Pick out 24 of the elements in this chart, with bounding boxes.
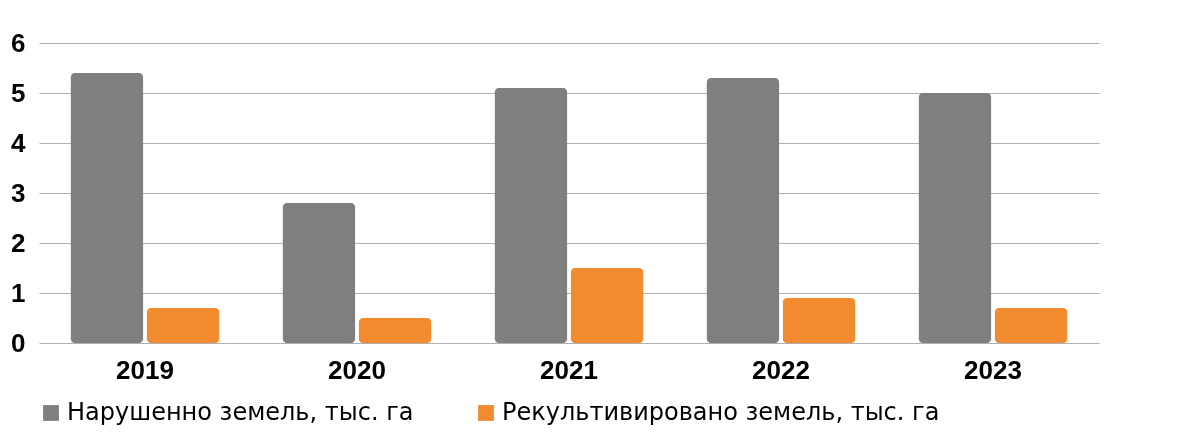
bar — [994, 308, 1068, 343]
x-tick-label: 2022 — [752, 354, 810, 385]
bar — [282, 203, 356, 343]
y-tick-label: 3 — [11, 177, 26, 208]
x-tick-label: 2019 — [116, 354, 174, 385]
bar — [706, 78, 780, 343]
legend-label: Нарушенно земель, тыс. га — [67, 398, 414, 426]
x-tick-label: 2023 — [964, 354, 1022, 385]
bar — [918, 93, 992, 343]
bar — [494, 88, 568, 343]
x-tick-label: 2020 — [328, 354, 386, 385]
y-tick-label: 4 — [11, 127, 27, 158]
bar — [782, 298, 856, 343]
y-tick-label: 6 — [11, 27, 26, 58]
y-tick-label: 1 — [11, 277, 26, 308]
bar — [570, 268, 644, 343]
x-tick-label: 2021 — [540, 354, 598, 385]
bar — [70, 73, 144, 343]
y-tick-label: 0 — [11, 327, 26, 358]
bar — [358, 318, 432, 343]
y-tick-label: 2 — [11, 227, 26, 258]
bar — [146, 308, 220, 343]
legend-label: Рекультивировано земель, тыс. га — [502, 398, 940, 426]
y-tick-label: 5 — [11, 77, 26, 108]
